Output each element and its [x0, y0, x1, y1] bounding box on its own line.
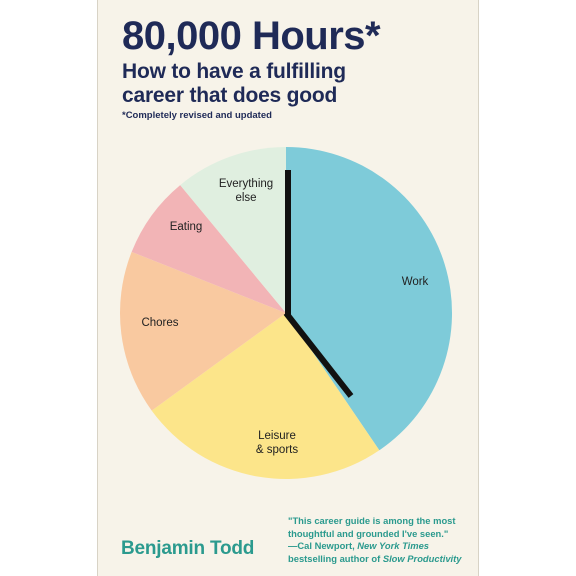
author-name: Benjamin Todd: [121, 538, 255, 559]
blurb-line-3: —Cal Newport, New York Times: [288, 540, 473, 553]
clock-hand-short: [283, 311, 354, 398]
pie-slice-label: Leisure & sports: [256, 430, 298, 456]
pie-slice-label: Chores: [141, 317, 178, 329]
blurb-credit: bestselling author of: [288, 552, 383, 564]
pie-slice: [120, 251, 287, 411]
book-title: 80,000 Hours*: [122, 14, 381, 58]
pie-slice-label: Everything else: [219, 178, 273, 204]
blurb-line-2: thoughtful and grounded I've seen.": [288, 527, 449, 539]
blurb-publication: New York Times: [357, 540, 430, 551]
blurb-book-title: Slow Productivity: [382, 552, 462, 564]
book-subtitle: How to have a fulfilling career that doe…: [122, 60, 346, 108]
pie-slice: [286, 147, 453, 451]
pie-slice-label: Eating: [170, 221, 203, 233]
subtitle-line-1: How to have a fulfilling: [122, 60, 346, 83]
edition-note: *Completely revised and updated: [122, 110, 272, 121]
pie-slice: [131, 185, 286, 313]
pie-slice: [180, 146, 286, 313]
blurb-line-4: bestselling author of Slow Productivity: [288, 553, 473, 566]
subtitle-line-2: career that does good: [122, 84, 338, 107]
blurb-attribution: —Cal Newport,: [288, 540, 358, 551]
pie-slice-label: Work: [402, 276, 429, 288]
pie-slice: [151, 313, 380, 480]
blurb-quote: "This career guide is among the most tho…: [288, 515, 473, 565]
blurb-line-1: "This career guide is among the most: [288, 515, 456, 526]
